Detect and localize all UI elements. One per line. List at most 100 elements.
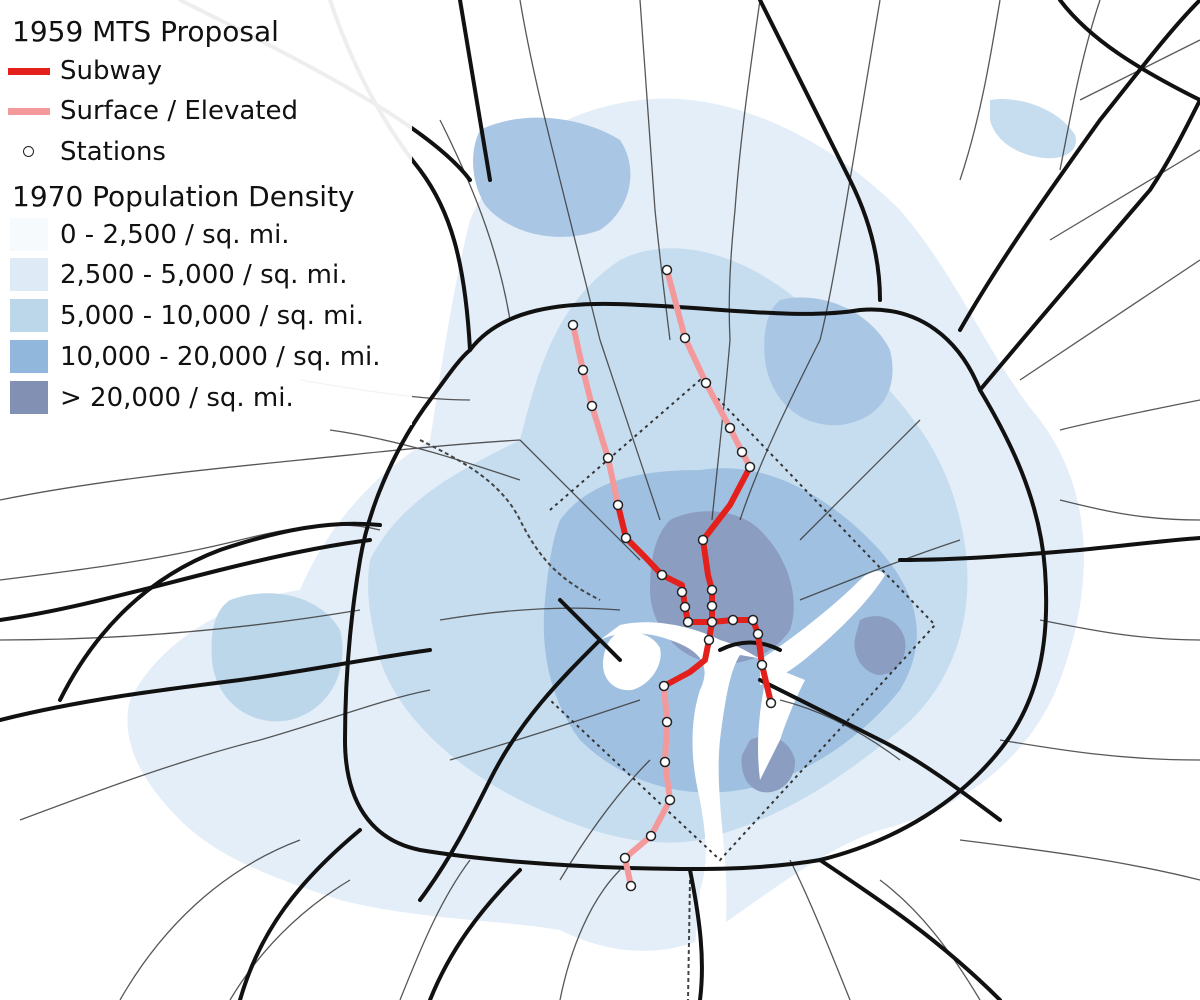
minor-road xyxy=(399,859,471,1000)
density-area-east xyxy=(854,616,906,675)
highway-wisconsin xyxy=(458,0,492,182)
highway-anacostia-fwy xyxy=(758,678,1002,822)
highway-route-50 xyxy=(898,536,1200,562)
station-marker xyxy=(736,446,748,458)
minor-road xyxy=(959,0,1001,181)
density-area-north xyxy=(473,117,631,237)
minor-road xyxy=(728,0,761,341)
minor-road xyxy=(329,429,521,481)
highway-south xyxy=(688,868,704,1000)
highway-southwest xyxy=(238,828,362,1000)
theodore-roosevelt-island xyxy=(602,631,661,691)
station-marker xyxy=(658,680,670,692)
density-area-southeast xyxy=(741,736,796,793)
minor-road xyxy=(711,339,731,521)
minor-road xyxy=(449,699,641,761)
legend-row-density-3: 10,000 - 20,000 / sq. mi. xyxy=(0,340,412,374)
legend-proposal-title: 1959 MTS Proposal xyxy=(12,15,279,48)
minor-road xyxy=(0,609,361,641)
density-swatch xyxy=(10,258,48,291)
station-marker xyxy=(567,319,579,331)
minor-road xyxy=(0,439,521,501)
station-marker xyxy=(679,601,691,613)
station-marker xyxy=(612,499,624,511)
highway-route-29-west xyxy=(0,538,372,622)
minor-road xyxy=(879,879,981,1000)
anacostia-river xyxy=(760,570,885,685)
minor-road xyxy=(799,419,921,541)
density-swatch xyxy=(10,381,48,414)
station-marker xyxy=(703,634,715,646)
station-marker xyxy=(645,830,657,842)
station-marker xyxy=(697,534,709,546)
legend-label-density: 0 - 2,500 / sq. mi. xyxy=(60,220,290,250)
highway-i95-north xyxy=(1058,0,1200,102)
highway-i295-south xyxy=(428,868,522,1000)
station-marker xyxy=(706,600,718,612)
map-legend: 1959 MTS Proposal Subway Surface / Eleva… xyxy=(0,0,412,425)
legend-label-density: 2,500 - 5,000 / sq. mi. xyxy=(60,260,348,290)
minor-road xyxy=(559,869,621,1000)
legend-label-surface: Surface / Elevated xyxy=(60,96,298,126)
legend-row-density-0: 0 - 2,500 / sq. mi. xyxy=(0,218,412,252)
station-marker xyxy=(706,616,718,628)
highway-gw-pkwy xyxy=(558,598,622,662)
minor-road xyxy=(1059,0,1101,171)
density-area-far-ne xyxy=(990,99,1076,159)
minor-road xyxy=(779,699,901,761)
minor-road xyxy=(739,339,821,521)
minor-road xyxy=(1019,259,1200,381)
station-marker xyxy=(659,756,671,768)
highway-baltimore-pkwy xyxy=(958,0,1200,332)
minor-road xyxy=(999,739,1200,761)
minor-road xyxy=(439,607,621,621)
minor-road xyxy=(1039,619,1200,641)
legend-row-density-2: 5,000 - 10,000 / sq. mi. xyxy=(0,299,412,333)
minor-road xyxy=(959,839,1200,881)
capital-beltway xyxy=(342,301,1049,872)
railroad-line xyxy=(419,439,601,601)
station-marker xyxy=(586,400,598,412)
potomac-river xyxy=(600,622,805,1000)
highway-dulles xyxy=(58,521,382,702)
legend-label-density: > 20,000 / sq. mi. xyxy=(60,383,294,413)
station-marker xyxy=(679,332,691,344)
station-marker xyxy=(706,584,718,596)
station-marker xyxy=(577,364,589,376)
legend-label-stations: Stations xyxy=(60,137,166,167)
station-marker xyxy=(744,461,756,473)
subway-line-south xyxy=(661,587,715,689)
station-marker xyxy=(619,852,631,864)
station-marker xyxy=(756,659,768,671)
legend-row-subway: Subway xyxy=(0,54,412,88)
station-marker xyxy=(661,264,673,276)
station-marker xyxy=(765,697,777,709)
station-marker xyxy=(602,452,614,464)
minor-road xyxy=(439,119,511,321)
minor-road xyxy=(19,689,431,821)
highway-i95-south xyxy=(818,858,1002,1000)
station-marker xyxy=(661,716,673,728)
station-marker xyxy=(656,569,668,581)
river-layer xyxy=(600,570,885,1000)
legend-row-stations: Stations xyxy=(0,135,412,169)
station-icon xyxy=(23,146,34,157)
stations-layer xyxy=(567,264,777,892)
legend-label-density: 5,000 - 10,000 / sq. mi. xyxy=(60,301,365,331)
station-marker xyxy=(700,377,712,389)
station-marker xyxy=(724,422,736,434)
surface-line-swatch xyxy=(8,108,50,115)
density-swatch xyxy=(10,218,48,251)
minor-road xyxy=(519,439,641,561)
station-marker xyxy=(620,532,632,544)
density-swatch xyxy=(10,340,48,373)
minor-road xyxy=(119,839,301,1000)
highway-route-29-north xyxy=(758,0,882,302)
minor-road xyxy=(1059,399,1200,431)
minor-road xyxy=(599,339,661,521)
density-swatch xyxy=(10,299,48,332)
density-area-west xyxy=(211,593,343,722)
station-marker xyxy=(682,616,694,628)
